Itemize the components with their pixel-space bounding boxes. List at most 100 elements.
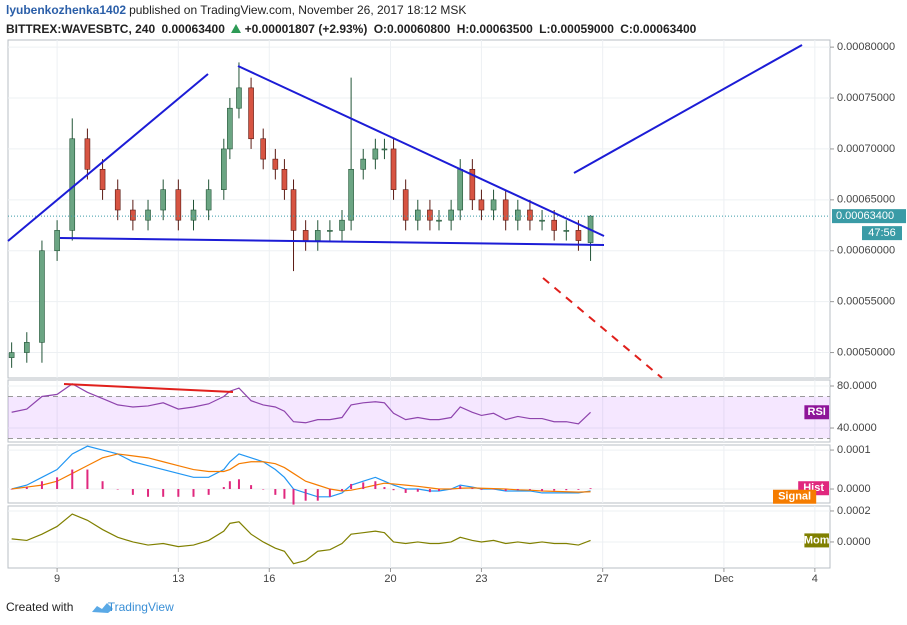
candle-body — [478, 199, 485, 211]
y-tick-label: 0.00050000 — [837, 346, 895, 358]
y-tick-label: 0.00055000 — [837, 296, 895, 308]
candle-body — [502, 199, 509, 221]
histogram-bar — [392, 489, 395, 491]
candle-body — [539, 219, 545, 222]
candle-body — [160, 189, 166, 211]
drawings: 9 13 16 20 23 27 Dec 4 0.00080000 0.00075000 0.000… — [8, 40, 906, 585]
x-tick-label: 13 — [172, 573, 184, 585]
y-tick-label: 0.0000 — [837, 483, 871, 495]
close: C:0.00063400 — [620, 22, 697, 36]
histogram-bar — [459, 485, 462, 490]
histogram-bar — [516, 489, 519, 491]
candle-body — [54, 230, 60, 252]
low: L:0.00059000 — [539, 22, 614, 36]
indicator-line — [11, 453, 591, 493]
y-tick-label: 0.00065000 — [837, 194, 895, 206]
x-tick-label: 20 — [384, 573, 396, 585]
high: H:0.00063500 — [456, 22, 533, 36]
trend-line — [237, 65, 605, 237]
histogram-bar — [438, 489, 441, 491]
histogram-bar — [250, 485, 253, 490]
candle-body — [402, 189, 409, 221]
brand[interactable]: TradingView — [107, 600, 174, 614]
indicator-label: Signal — [778, 491, 811, 503]
candle-body — [99, 168, 106, 190]
y-tick-label: 0.0002 — [837, 505, 871, 517]
histogram-bar — [131, 489, 134, 495]
open: O:0.00060800 — [373, 22, 451, 36]
y-tick-label: 0.00080000 — [837, 41, 895, 53]
histogram-bar — [450, 489, 453, 490]
candle-body — [248, 87, 254, 140]
x-tick-label: 4 — [812, 573, 818, 585]
mom-pane — [7, 505, 831, 569]
histogram-bar — [471, 488, 474, 490]
symbol-line: BITTREX:WAVESBTC, 240 0.00063400 +0.0000… — [6, 22, 699, 36]
candle-body — [221, 148, 227, 190]
histogram-bar — [86, 469, 89, 490]
histogram-bar — [274, 489, 277, 495]
histogram-bar — [207, 489, 210, 495]
histogram-bar — [10, 489, 13, 490]
histogram-bar — [528, 489, 531, 490]
candle-body — [381, 148, 388, 151]
candle-body — [372, 148, 379, 160]
histogram-bar — [492, 489, 495, 490]
histogram-bar — [304, 489, 307, 501]
histogram-bar — [341, 489, 344, 491]
countdown-box — [862, 226, 902, 241]
trend-line — [59, 237, 605, 246]
candle-body — [563, 230, 570, 232]
price: 0.00063400 — [161, 22, 225, 36]
candle-body — [272, 158, 279, 170]
candle-body — [448, 209, 454, 221]
histogram-bar — [589, 488, 592, 490]
histogram-bar — [416, 489, 419, 492]
y-tick-label: 0.00060000 — [837, 245, 895, 257]
last-price-label: 0.00063400 — [836, 210, 894, 222]
published: published on TradingView.com, November 2… — [129, 3, 467, 17]
candle-body — [348, 168, 354, 221]
candle-body — [457, 168, 464, 211]
footer: Created with TradingView — [6, 600, 177, 614]
candle-body — [427, 209, 433, 221]
candle-body — [575, 230, 582, 241]
rsi-pane — [7, 379, 831, 443]
histogram-bar — [56, 477, 59, 490]
candle-body — [236, 87, 242, 109]
label-box — [804, 533, 829, 548]
change: +0.00001807 (+2.93%) — [244, 22, 368, 36]
x-tick-label: 16 — [263, 573, 275, 585]
candle-body — [490, 199, 497, 211]
histogram-bar — [428, 489, 431, 493]
indicator-label: Mom — [804, 534, 830, 546]
histogram-bar — [40, 481, 43, 490]
indicator-line — [11, 513, 591, 565]
histogram-bar — [71, 469, 74, 490]
histogram-bar — [162, 489, 165, 497]
indicator-label: RSI — [808, 406, 826, 418]
candle-body — [281, 168, 288, 190]
indicator-line — [11, 445, 591, 498]
candle-body — [260, 138, 267, 160]
histogram-bar — [553, 489, 556, 491]
histogram-bar — [577, 489, 580, 490]
histogram-bar — [565, 489, 568, 491]
label-box — [804, 405, 829, 420]
candle-body — [390, 148, 397, 190]
candle-body — [190, 209, 197, 221]
y-tick-label: 0.0000 — [837, 536, 871, 548]
trend-lines — [7, 44, 803, 393]
candle-body — [227, 107, 233, 150]
candle-body — [327, 230, 333, 232]
candle-body — [527, 209, 533, 221]
trend-line — [573, 44, 803, 174]
x-tick-label: 9 — [54, 573, 60, 585]
candle-body — [130, 209, 136, 221]
candle-body — [551, 219, 557, 231]
candle-body — [114, 189, 121, 211]
candle-body — [175, 189, 182, 221]
histogram-bar — [101, 481, 104, 490]
histogram-bar — [328, 489, 331, 497]
